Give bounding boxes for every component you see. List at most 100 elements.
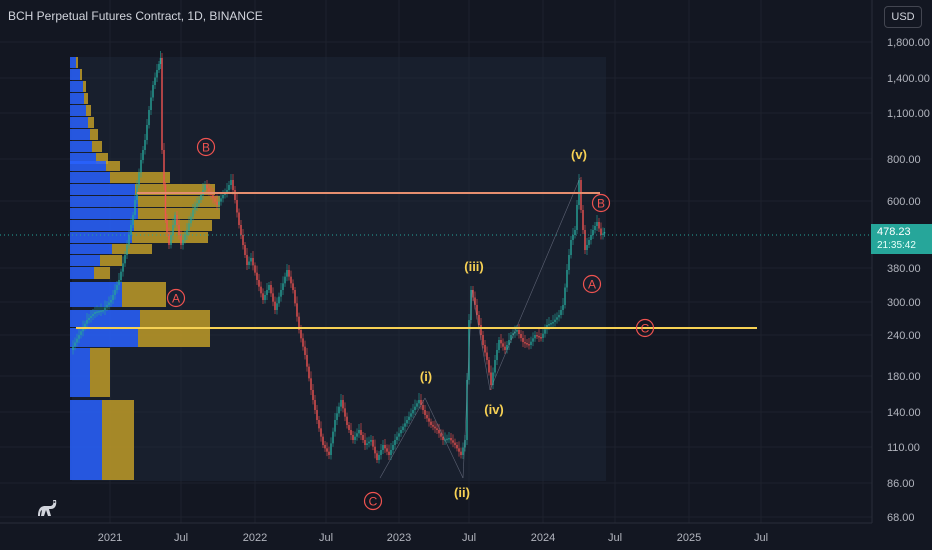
price-candle-body — [166, 220, 168, 233]
price-candle-body — [214, 198, 216, 202]
price-candle-body — [110, 300, 112, 303]
price-candle-body — [216, 201, 218, 205]
price-candle-body — [212, 195, 214, 199]
price-candle-body — [250, 258, 252, 262]
price-candle-body — [366, 443, 368, 445]
price-candle-body — [264, 295, 266, 300]
price-candle-body — [534, 335, 536, 339]
price-candle-body — [526, 343, 528, 345]
price-candle-body — [72, 346, 74, 350]
price-candle-body — [344, 408, 346, 417]
price-candle-body — [262, 293, 264, 300]
price-candle-body — [182, 240, 184, 245]
price-candle-body — [310, 378, 312, 390]
volume-profile-bar — [70, 208, 138, 219]
wave-label-yellow: (iii) — [464, 259, 484, 274]
price-candle-body — [232, 180, 234, 190]
wave-label-red: A — [588, 278, 596, 292]
price-candle-body — [430, 421, 432, 425]
price-candle-body — [486, 352, 488, 360]
price-candle-body — [574, 230, 576, 235]
price-candle-body — [258, 280, 260, 287]
wave-label-circle — [196, 137, 216, 157]
price-candle-body — [92, 314, 94, 316]
price-candle-body — [472, 290, 474, 298]
price-candle-body — [306, 355, 308, 367]
price-candle-body — [374, 446, 376, 454]
price-candle-body — [330, 443, 332, 455]
price-candles — [72, 51, 606, 464]
price-candle-body — [280, 290, 282, 297]
price-candle-body — [424, 410, 426, 415]
price-candle-body — [188, 223, 190, 230]
price-candle-body — [140, 160, 142, 173]
price-candle-body — [248, 261, 250, 265]
volume-profile-bar — [70, 220, 134, 231]
price-candle-body — [288, 270, 290, 277]
price-axis-label: 180.00 — [887, 371, 921, 383]
price-candle-body — [76, 338, 78, 343]
price-candle-body — [516, 330, 518, 332]
wave-label-circle — [363, 491, 383, 511]
price-candle-body — [480, 325, 482, 335]
time-axis-label: 2022 — [243, 532, 267, 544]
price-candle-body — [510, 335, 512, 340]
price-candle-body — [192, 210, 194, 217]
price-candle-body — [142, 150, 144, 160]
price-candle-body — [582, 210, 584, 230]
volume-profile-bar — [70, 267, 94, 279]
volume-profile-bar — [70, 153, 96, 164]
time-axis[interactable]: 2021 Jul 2022 Jul 2023 Jul 2024 Jul 2025 Jul — [98, 532, 768, 544]
price-candle-body — [548, 324, 550, 326]
price-candle-body — [482, 335, 484, 345]
price-candle-body — [178, 225, 180, 235]
price-candle-body — [290, 276, 292, 284]
price-candle-body — [242, 235, 244, 245]
volume-profile-bar — [122, 282, 166, 307]
price-candle-body — [438, 430, 440, 434]
price-candle-body — [298, 316, 300, 330]
price-candle-body — [504, 346, 506, 350]
price-candle-body — [94, 312, 96, 314]
wave-label-circle — [591, 193, 611, 213]
volume-profile-bar — [70, 244, 112, 254]
volume-profile-bar — [70, 172, 110, 183]
price-candle-body — [161, 58, 163, 150]
price-candle-body — [292, 283, 294, 290]
price-axis[interactable]: 1,800.00 1,400.00 1,100.00 800.00 600.00 380.… — [887, 37, 930, 524]
price-candle-body — [180, 235, 182, 245]
price-candle-body — [286, 270, 288, 277]
price-candle-body — [118, 280, 120, 285]
price-candle-body — [196, 203, 198, 207]
price-candle-body — [82, 327, 84, 332]
price-candle-body — [590, 235, 592, 240]
price-candle-body — [544, 329, 546, 334]
price-candle-body — [220, 198, 222, 202]
price-axis-label: 600.00 — [887, 196, 921, 208]
price-candle-body — [603, 232, 606, 234]
price-candle-body — [542, 333, 544, 338]
price-candle-body — [114, 290, 116, 295]
price-candle-body — [392, 445, 394, 450]
price-candle-body — [442, 436, 444, 440]
price-candle-body — [384, 445, 386, 449]
price-candle-body — [478, 315, 480, 325]
price-candle-body — [88, 318, 90, 320]
price-candle-body — [370, 440, 372, 442]
price-candle-body — [598, 222, 600, 229]
price-candle-body — [588, 240, 590, 245]
price-candle-body — [156, 70, 158, 78]
price-candle-body — [172, 225, 174, 235]
tradingview-logo-icon[interactable] — [34, 494, 60, 520]
price-candle-body — [584, 230, 586, 250]
time-axis-label: Jul — [319, 532, 333, 544]
price-candle-body — [376, 453, 378, 460]
price-candle-body — [418, 400, 420, 404]
price-candle-body — [86, 320, 88, 324]
currency-button[interactable]: USD — [884, 6, 922, 28]
wave-labels: B A B A C C (v) (iii) (i) (iv) (ii) — [166, 137, 655, 511]
price-candle-body — [240, 225, 242, 235]
price-candle-body — [410, 413, 412, 417]
price-candle-body — [572, 235, 574, 240]
